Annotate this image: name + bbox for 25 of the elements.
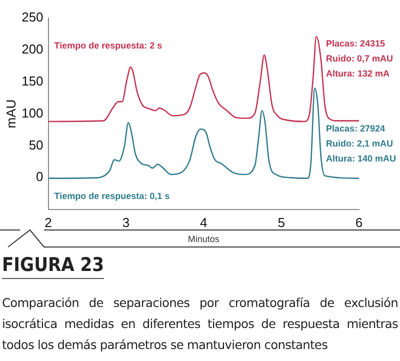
- x-axis-title: Minutos: [188, 234, 220, 244]
- line-series: [48, 36, 359, 122]
- y-axis-title: mAU: [3, 99, 18, 128]
- annotation: Ruido: 2,1 mAU: [326, 138, 394, 148]
- y-tick-label: 250: [22, 10, 44, 25]
- y-tick-label: 150: [22, 73, 44, 88]
- text: Tiempo de respuesta: 2 s: [54, 40, 162, 50]
- x-tick-label: 2: [44, 214, 52, 230]
- x-tick-label: 3: [122, 214, 130, 230]
- x-tick-label: 5: [278, 214, 285, 230]
- annotation: Altura: 132 mA: [326, 68, 390, 78]
- series-label: Tiempo de respuesta: 0,1 s: [54, 191, 170, 202]
- line-series: [48, 88, 359, 179]
- annotation: Placas: 27924: [326, 123, 386, 134]
- x-tick-label: 4: [200, 214, 208, 230]
- annotation: Altura: 140 mAU: [326, 153, 396, 164]
- x-tick-label: 6: [355, 214, 363, 230]
- text: Comparación de separaciones por cromatografía de exclusión isocrática medidas en diferentes tiempos de respuesta mientras todos los demás parámetros se mantuvieron constantes: [2, 295, 398, 354]
- y-tick-label: 50: [28, 137, 44, 152]
- y-tick-label: 100: [22, 105, 44, 120]
- y-tick-label: 200: [22, 42, 44, 57]
- text: FIGURA 23: [2, 254, 104, 279]
- y-tick-label: 0: [36, 169, 44, 184]
- annotation: Ruido: 0,7 mAU: [326, 53, 394, 64]
- annotation: Placas: 24315: [326, 38, 386, 48]
